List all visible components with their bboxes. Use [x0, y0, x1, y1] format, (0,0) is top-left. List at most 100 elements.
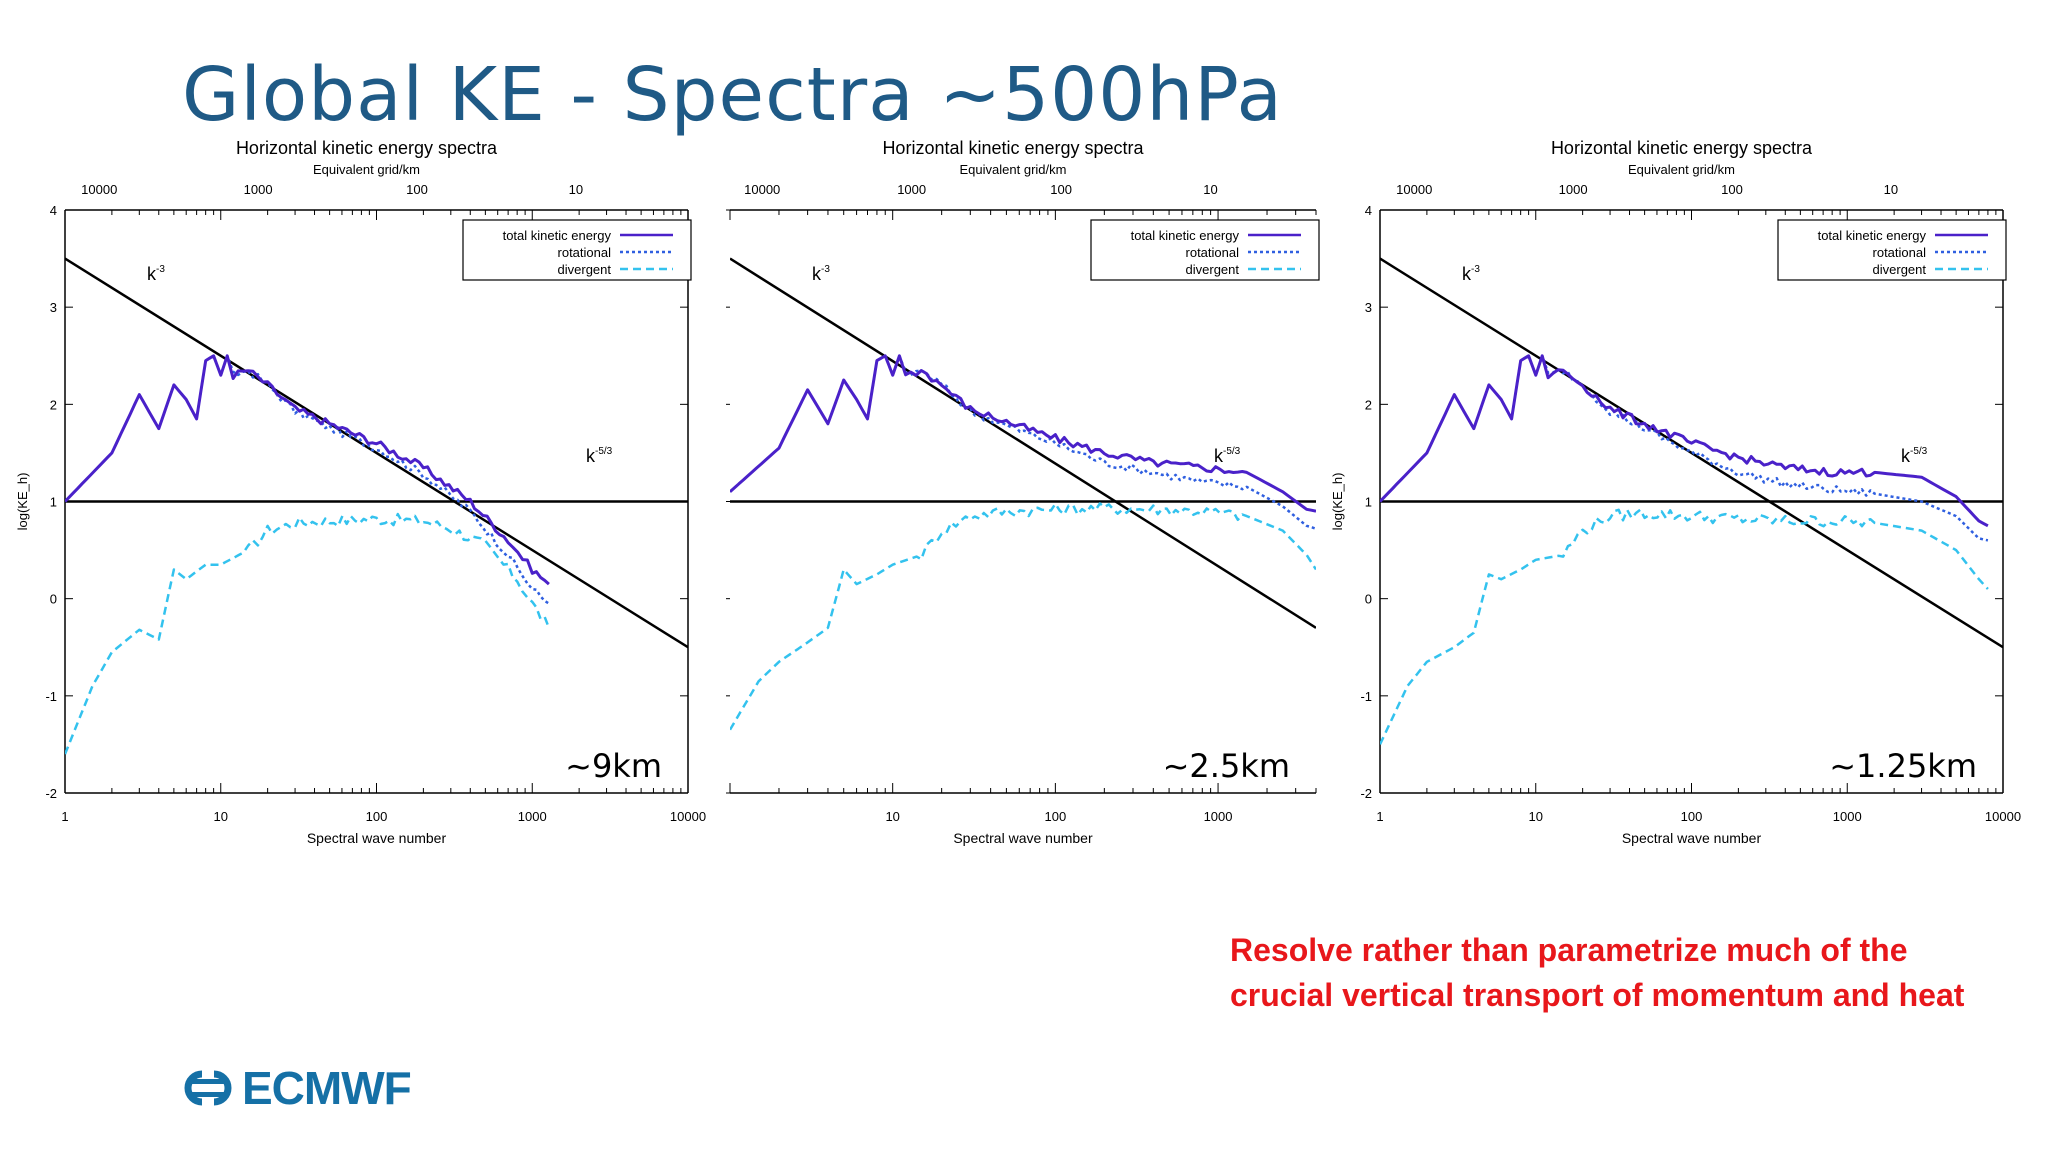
- k-minus-3-exponent: -3: [821, 264, 830, 275]
- x-tick-label: 10000: [1985, 809, 2021, 824]
- series-total-kinetic-energy-line: [65, 354, 550, 586]
- k-minus-3-line: [1380, 257, 2003, 649]
- k-minus-3-label: k-3: [812, 264, 830, 284]
- chart-2: Horizontal kinetic energy spectra Equival…: [726, 138, 1320, 846]
- plot-area: [65, 257, 688, 755]
- y-axis-label: log(KE_h): [1330, 473, 1345, 531]
- legend-entry-label: divergent: [558, 262, 612, 277]
- y-tick-label: 1: [50, 495, 57, 510]
- x-tick-label: 100: [366, 809, 388, 824]
- x-tick-label: 10: [1529, 809, 1543, 824]
- k-minus-3-exponent: -3: [156, 264, 165, 275]
- k-minus-3-label: k-3: [1462, 264, 1480, 284]
- k-minus-5-3-exponent: -5/3: [1223, 446, 1241, 457]
- ke-spectra-charts: Horizontal kinetic energy spectra Equival…: [15, 138, 2021, 846]
- y-tick-label: -1: [1360, 689, 1372, 704]
- conclusion-line-1: Resolve rather than parametrize much of …: [1230, 932, 1908, 968]
- y-tick-label: 1: [1365, 495, 1372, 510]
- slide-title: Global KE - Spectra ~500hPa: [182, 52, 1283, 138]
- chart-1: Horizontal kinetic energy spectra Equival…: [15, 138, 706, 846]
- series-divergent-line: [65, 512, 551, 755]
- top-tick-label: 10: [1884, 182, 1898, 197]
- y-tick-label: -2: [45, 786, 57, 801]
- y-tick-label: 3: [50, 300, 57, 315]
- chart-title: Horizontal kinetic energy spectra: [882, 138, 1144, 158]
- top-tick-label: 100: [1721, 182, 1743, 197]
- y-tick-label: 4: [1365, 203, 1372, 218]
- series-divergent-line: [730, 502, 1316, 731]
- resolution-label: ~2.5km: [1163, 747, 1290, 785]
- x-tick-label: 10000: [670, 809, 706, 824]
- x-tick-label: 100: [1045, 809, 1067, 824]
- chart-title: Horizontal kinetic energy spectra: [1551, 138, 1813, 158]
- conclusion-note: Resolve rather than parametrize much of …: [1230, 928, 1964, 1018]
- series-total-kinetic-energy-line: [730, 354, 1316, 513]
- ecmwf-logo: ECMWF: [180, 1062, 412, 1114]
- plot-area: [1380, 257, 2003, 745]
- x-tick-label: 10: [885, 809, 899, 824]
- y-axis-label: log(KE_h): [15, 473, 30, 531]
- top-tick-label: 10000: [81, 182, 117, 197]
- series-total-kinetic-energy-line: [1380, 354, 1989, 528]
- resolution-label: ~1.25km: [1829, 747, 1977, 785]
- chart-title: Horizontal kinetic energy spectra: [236, 138, 498, 158]
- y-tick-label: 2: [50, 397, 57, 412]
- k-minus-3-line: [65, 257, 688, 649]
- x-axis-label: Spectral wave number: [1622, 830, 1762, 846]
- top-tick-label: 1000: [897, 182, 926, 197]
- y-tick-label: -1: [45, 689, 57, 704]
- y-tick-label: 0: [1365, 592, 1372, 607]
- logo-text: ECMWF: [242, 1062, 412, 1114]
- y-tick-label: 3: [1365, 300, 1372, 315]
- x-tick-label: 1000: [1204, 809, 1233, 824]
- x-tick-label: 1000: [1833, 809, 1862, 824]
- k-minus-3-line: [730, 257, 1316, 629]
- series-divergent-line: [1380, 508, 1989, 745]
- x-tick-label: 1: [1376, 809, 1383, 824]
- conclusion-line-2: crucial vertical transport of momentum a…: [1230, 977, 1965, 1013]
- resolution-label: ~9km: [565, 747, 662, 785]
- top-tick-label: 100: [406, 182, 428, 197]
- top-tick-label: 10000: [1396, 182, 1432, 197]
- top-tick-label: 10000: [744, 182, 780, 197]
- legend-entry-label: total kinetic energy: [503, 228, 612, 243]
- k-minus-5-3-label: k-5/3: [586, 446, 613, 466]
- k-minus-3-label: k-3: [147, 264, 165, 284]
- legend-entry-label: total kinetic energy: [1131, 228, 1240, 243]
- legend-entry-label: divergent: [1186, 262, 1240, 277]
- k-minus-5-3-label: k-5/3: [1901, 446, 1928, 466]
- x-axis-label: Spectral wave number: [307, 830, 447, 846]
- top-axis-label: Equivalent grid/km: [1628, 162, 1735, 177]
- ecmwf-logo-icon: [184, 1070, 232, 1106]
- legend-entry-label: rotational: [558, 245, 612, 260]
- top-tick-label: 1000: [244, 182, 273, 197]
- legend-entry-label: total kinetic energy: [1818, 228, 1927, 243]
- top-tick-label: 1000: [1559, 182, 1588, 197]
- y-tick-label: 2: [1365, 397, 1372, 412]
- series-rotational-line: [730, 354, 1316, 530]
- k-minus-5-3-label: k-5/3: [1214, 446, 1241, 466]
- plot-area: [730, 257, 1316, 731]
- chart-3: Horizontal kinetic energy spectra Equival…: [1330, 138, 2021, 846]
- top-tick-label: 10: [1203, 182, 1217, 197]
- x-tick-label: 100: [1681, 809, 1703, 824]
- k-minus-5-3-exponent: -5/3: [595, 446, 613, 457]
- x-tick-label: 1000: [518, 809, 547, 824]
- k-minus-5-3-exponent: -5/3: [1910, 446, 1928, 457]
- series-rotational-line: [1380, 354, 1989, 542]
- y-tick-label: 4: [50, 203, 57, 218]
- legend-entry-label: rotational: [1186, 245, 1240, 260]
- top-axis-label: Equivalent grid/km: [960, 162, 1067, 177]
- x-tick-label: 1: [61, 809, 68, 824]
- top-tick-label: 10: [569, 182, 583, 197]
- legend-entry-label: divergent: [1873, 262, 1927, 277]
- x-axis-label: Spectral wave number: [953, 830, 1093, 846]
- legend-entry-label: rotational: [1873, 245, 1927, 260]
- series-rotational-line: [65, 354, 550, 605]
- top-axis-label: Equivalent grid/km: [313, 162, 420, 177]
- top-tick-label: 100: [1050, 182, 1072, 197]
- x-tick-label: 10: [214, 809, 228, 824]
- k-minus-3-exponent: -3: [1471, 264, 1480, 275]
- y-tick-label: 0: [50, 592, 57, 607]
- y-tick-label: -2: [1360, 786, 1372, 801]
